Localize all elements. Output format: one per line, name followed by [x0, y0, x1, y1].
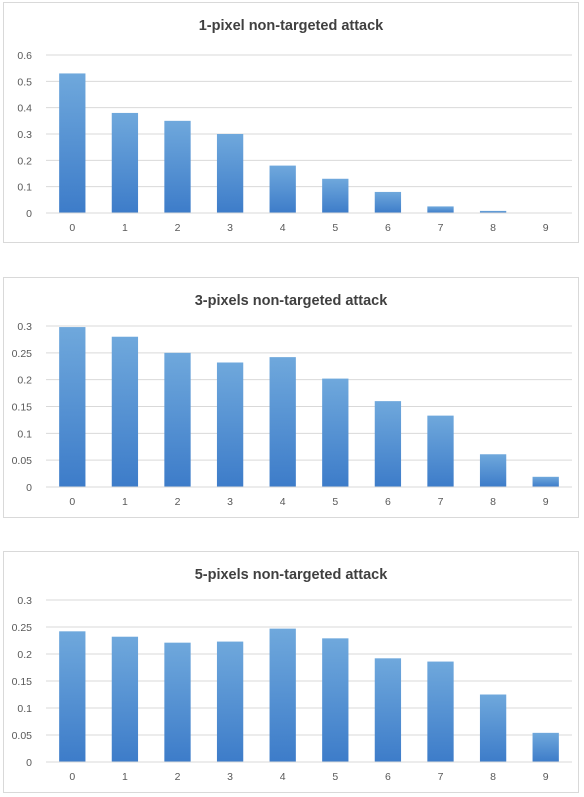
- x-tick-label: 2: [175, 496, 181, 508]
- y-tick-label: 0.5: [17, 76, 32, 88]
- y-tick-label: 0.15: [12, 402, 33, 414]
- bar: [532, 476, 559, 487]
- y-tick-label: 0.2: [17, 649, 32, 661]
- x-tick-label: 5: [332, 771, 338, 783]
- x-tick-label: 8: [490, 222, 496, 234]
- bar: [374, 658, 402, 762]
- x-tick-label: 0: [69, 496, 75, 508]
- bar: [269, 628, 296, 762]
- x-tick-label: 7: [438, 222, 444, 234]
- bar-chart-svg: 3-pixels non-targeted attack 0 0.05 0.1 0.15…: [12, 293, 572, 508]
- y-tick-label: 0.15: [12, 676, 33, 688]
- bar: [479, 454, 507, 487]
- y-tick-label: 0: [26, 208, 32, 220]
- bar: [269, 165, 296, 213]
- bar-chart-svg: 1-pixel non-targeted attack 0 0.1 0.2 0.3 0.4…: [17, 18, 572, 234]
- bar: [322, 178, 349, 213]
- bar-chart-svg: 5-pixels non-targeted attack 0 0.05 0.1 0.15…: [12, 567, 572, 783]
- x-tick-label: 0: [69, 771, 75, 783]
- y-tick-label: 0.2: [17, 375, 32, 387]
- bar: [164, 352, 191, 487]
- x-tick-label: 5: [332, 496, 338, 508]
- y-tick-label: 0.3: [17, 595, 32, 607]
- x-tick-label: 1: [122, 771, 128, 783]
- x-tick-label: 5: [332, 222, 338, 234]
- x-tick-label: 7: [438, 496, 444, 508]
- bar: [111, 112, 139, 213]
- x-tick-label: 9: [543, 222, 549, 234]
- y-tick-label: 0: [26, 757, 32, 769]
- y-tick-label: 0.4: [17, 103, 32, 115]
- chart-title: 3-pixels non-targeted attack: [195, 293, 389, 309]
- x-tick-label: 4: [280, 496, 286, 508]
- bar: [427, 206, 454, 213]
- x-tick-label: 1: [122, 496, 128, 508]
- x-tick-label: 6: [385, 222, 391, 234]
- x-tick-label: 8: [490, 496, 496, 508]
- bar: [427, 661, 454, 762]
- bar: [427, 415, 454, 487]
- chart-panel-5-pixels: 5-pixels non-targeted attack 0 0.05 0.1 0.15…: [3, 551, 579, 793]
- bar: [59, 327, 86, 487]
- bar: [164, 642, 191, 762]
- x-tick-label: 2: [175, 771, 181, 783]
- y-tick-label: 0.6: [17, 50, 32, 62]
- y-tick-label: 0.1: [17, 428, 32, 440]
- y-tick-label: 0.1: [17, 182, 32, 194]
- y-tick-label: 0.05: [12, 730, 33, 742]
- y-tick-label: 0.05: [12, 455, 33, 467]
- y-tick-label: 0.25: [12, 622, 33, 634]
- x-tick-label: 6: [385, 496, 391, 508]
- y-tick-label: 0.3: [17, 129, 32, 141]
- chart-panel-1-pixel: 1-pixel non-targeted attack 0 0.1 0.2 0.3 0.4…: [3, 2, 579, 243]
- bar: [59, 631, 86, 762]
- bar: [111, 336, 139, 487]
- bar: [322, 378, 349, 487]
- bar: [532, 732, 559, 762]
- x-tick-label: 2: [175, 222, 181, 234]
- bar: [59, 73, 86, 213]
- x-tick-label: 4: [280, 771, 286, 783]
- x-tick-label: 4: [280, 222, 286, 234]
- x-tick-label: 1: [122, 222, 128, 234]
- bar: [164, 120, 191, 213]
- bar: [479, 210, 507, 213]
- bar: [216, 362, 244, 487]
- x-tick-label: 3: [227, 496, 233, 508]
- bar: [374, 401, 402, 487]
- x-tick-label: 3: [227, 222, 233, 234]
- y-tick-label: 0.25: [12, 348, 33, 360]
- bar: [322, 638, 349, 762]
- y-tick-label: 0.3: [17, 321, 32, 333]
- x-tick-label: 9: [543, 771, 549, 783]
- chart-title: 5-pixels non-targeted attack: [195, 567, 389, 583]
- bar: [374, 191, 402, 213]
- bar: [269, 357, 296, 487]
- chart-panel-3-pixels: 3-pixels non-targeted attack 0 0.05 0.1 0.15…: [3, 277, 579, 518]
- y-tick-label: 0: [26, 482, 32, 494]
- y-tick-label: 0.2: [17, 155, 32, 167]
- x-tick-label: 9: [543, 496, 549, 508]
- x-tick-label: 8: [490, 771, 496, 783]
- x-tick-label: 7: [438, 771, 444, 783]
- bar: [216, 641, 244, 762]
- bar: [479, 694, 507, 762]
- x-tick-label: 3: [227, 771, 233, 783]
- chart-title: 1-pixel non-targeted attack: [199, 18, 384, 34]
- bar: [216, 134, 244, 213]
- y-tick-label: 0.1: [17, 703, 32, 715]
- x-tick-label: 0: [69, 222, 75, 234]
- bar: [111, 636, 139, 762]
- x-tick-label: 6: [385, 771, 391, 783]
